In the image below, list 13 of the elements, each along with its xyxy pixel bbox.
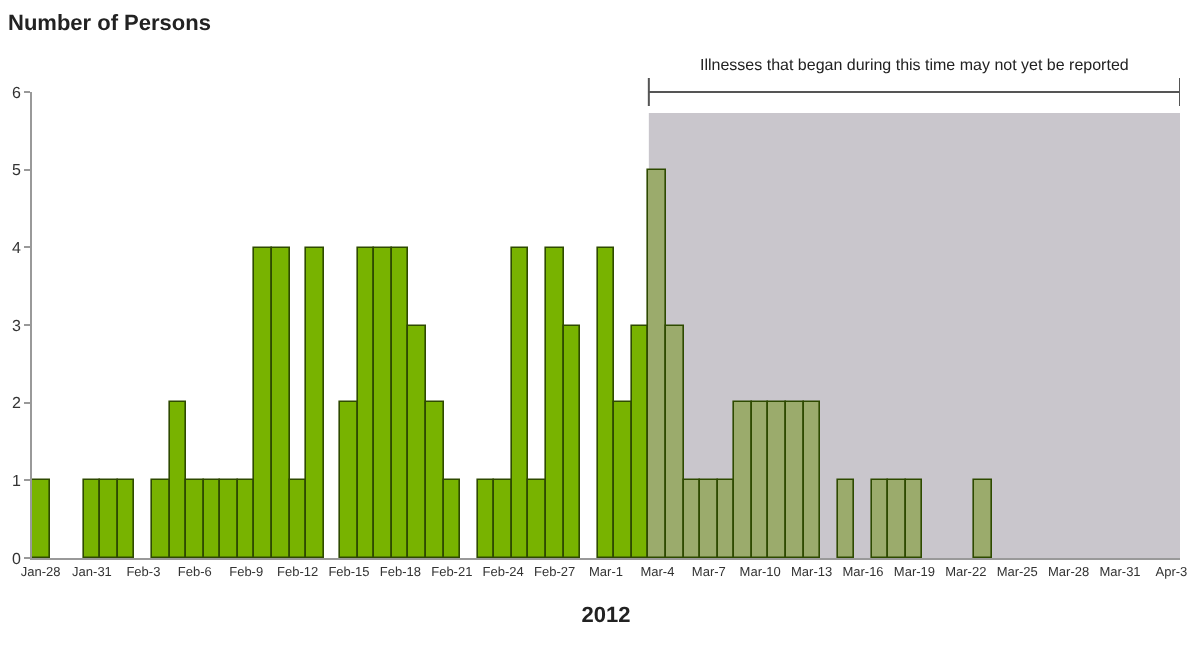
band-label: Illnesses that began during this time may not yet be reported <box>700 56 1129 74</box>
y-tick-label: 2 <box>11 394 22 413</box>
y-tick-label: 0 <box>11 549 22 568</box>
y-axis-title: Number of Persons <box>8 12 211 36</box>
y-tick-label: 6 <box>11 83 22 102</box>
y-tick-label: 3 <box>11 316 22 335</box>
x-axis-title: 2012 <box>581 604 631 628</box>
bar <box>972 478 992 558</box>
y-tick-label: 4 <box>11 238 22 257</box>
y-tick-label: 5 <box>11 161 22 180</box>
bar <box>836 478 854 558</box>
bar <box>32 478 50 558</box>
y-tick-label: 1 <box>11 471 22 490</box>
